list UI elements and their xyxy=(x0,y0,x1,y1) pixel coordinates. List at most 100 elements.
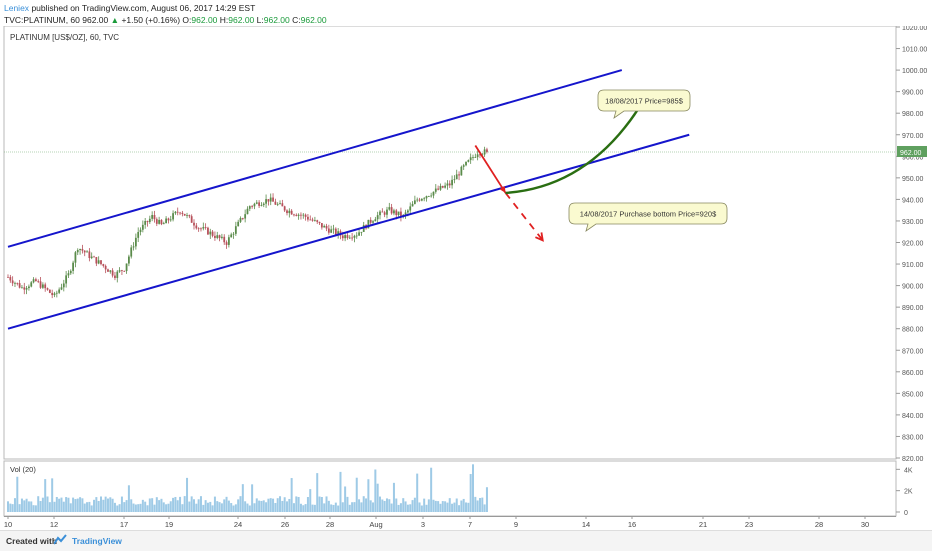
candle-body xyxy=(141,224,144,230)
volume-bar xyxy=(23,500,26,512)
volume-bar xyxy=(116,505,119,512)
candle-body xyxy=(290,210,293,215)
candle-body xyxy=(379,211,381,216)
candle-body xyxy=(351,237,353,239)
volume-bar xyxy=(188,501,191,512)
volume-bar xyxy=(434,500,437,512)
candle-body xyxy=(395,210,398,216)
candle-body xyxy=(434,188,437,192)
volume-bar xyxy=(427,499,430,512)
volume-bar xyxy=(102,499,105,512)
candle-body xyxy=(214,235,216,238)
volume-bar xyxy=(27,501,30,512)
candle-body xyxy=(139,229,142,232)
volume-bar xyxy=(409,504,412,512)
volume-bar xyxy=(286,501,288,512)
volume-bar xyxy=(390,503,393,512)
volume-bar xyxy=(244,501,247,512)
author-link[interactable]: Leniex xyxy=(4,3,30,13)
candle-body xyxy=(100,260,102,265)
candle-body xyxy=(116,271,119,279)
volume-bar xyxy=(190,496,193,512)
candle-body xyxy=(107,269,109,272)
volume-bar xyxy=(346,496,349,512)
volume-bar xyxy=(265,502,268,512)
candle-body xyxy=(193,222,195,226)
candle-body xyxy=(295,214,298,216)
candle-body xyxy=(121,270,123,271)
candle-body xyxy=(258,202,260,206)
candle-body xyxy=(81,248,84,251)
candle-body xyxy=(225,242,228,245)
volume-bar xyxy=(144,501,147,512)
volume-bar xyxy=(155,497,158,512)
candle-body xyxy=(251,206,254,207)
volume-bar xyxy=(123,502,126,512)
low-value: 962.00 xyxy=(263,15,290,25)
x-tick-label: 16 xyxy=(628,520,636,529)
volume-bar xyxy=(55,496,58,512)
volume-bar xyxy=(162,502,165,512)
volume-bar xyxy=(104,496,107,512)
candle-body xyxy=(332,228,335,230)
y-tick-label: 1020.00 xyxy=(902,26,927,32)
candle-body xyxy=(409,206,412,211)
open-label: O: xyxy=(182,15,192,25)
candle-body xyxy=(90,256,93,259)
volume-bar xyxy=(339,471,342,512)
y-tick-label: 980.00 xyxy=(902,111,924,118)
candle-body xyxy=(467,160,470,162)
y-tick-label: 890.00 xyxy=(902,305,924,312)
candle-body xyxy=(244,214,247,219)
volume-bar xyxy=(376,483,379,512)
candle-body xyxy=(386,209,388,215)
candle-body xyxy=(32,279,35,283)
candle-body xyxy=(197,228,200,230)
candle-body xyxy=(341,235,344,239)
volume-bar xyxy=(451,503,454,512)
volume-bar xyxy=(46,496,49,512)
volume-bar xyxy=(358,499,361,512)
candle-body xyxy=(311,219,314,221)
y-tick-label: 950.00 xyxy=(902,176,924,183)
candle-body xyxy=(134,237,137,247)
x-tick-label: 7 xyxy=(468,520,472,529)
candle-body xyxy=(327,228,330,233)
volume-bar xyxy=(216,501,219,512)
volume-bar xyxy=(318,496,321,512)
volume-bar xyxy=(195,503,198,512)
volume-bar xyxy=(53,501,56,512)
tradingview-brand-link[interactable]: TradingView xyxy=(72,536,122,546)
candle-body xyxy=(344,235,347,239)
volume-bar xyxy=(395,498,398,512)
candle-body xyxy=(274,201,277,205)
candle-body xyxy=(416,199,419,201)
volume-bar xyxy=(72,497,75,512)
price-chart[interactable]: 820.00 830.00 840.00 850.00 860.00 870.00 880.… xyxy=(0,26,932,529)
x-tick-label: 24 xyxy=(234,520,242,529)
volume-bar xyxy=(355,477,358,512)
volume-bar xyxy=(151,498,154,512)
y-tick-label: 870.00 xyxy=(902,348,924,355)
candle-body xyxy=(155,219,158,224)
volume-bar xyxy=(248,505,251,512)
x-tick-label: 28 xyxy=(326,520,334,529)
candle-body xyxy=(28,286,30,289)
volume-bar xyxy=(455,498,458,512)
candle-body xyxy=(51,292,54,296)
candle-body xyxy=(146,221,149,223)
candle-body xyxy=(265,199,267,204)
candle-body xyxy=(109,270,112,272)
volume-bar xyxy=(109,497,112,512)
candle-body xyxy=(444,185,446,188)
callout-purchase-text: 14/08/2017 Purchase bottom Price=920$ xyxy=(580,210,717,219)
volume-bar xyxy=(306,497,309,512)
candle-body xyxy=(79,248,81,250)
volume-bar xyxy=(18,504,21,512)
candle-body xyxy=(160,219,163,225)
candle-body xyxy=(176,211,179,213)
volume-bar xyxy=(223,499,226,512)
volume-bar xyxy=(183,496,186,512)
volume-bar xyxy=(411,500,414,512)
volume-bar xyxy=(158,500,161,512)
